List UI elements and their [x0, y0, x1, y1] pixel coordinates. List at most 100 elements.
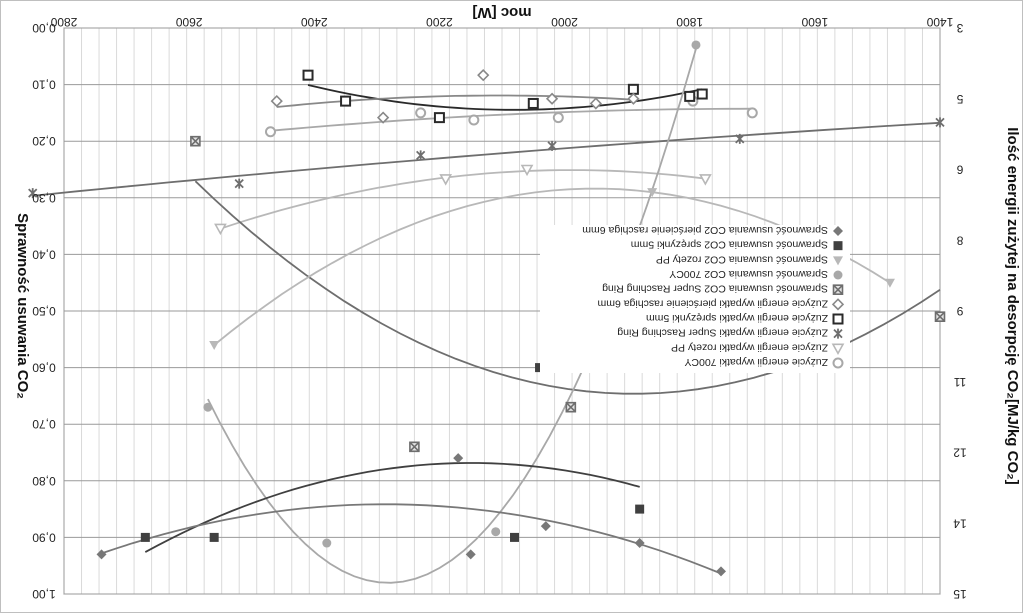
data-point — [547, 140, 557, 151]
legend-label: Sprawność usuwania CO2 pierścienie rasch… — [582, 224, 828, 236]
data-point — [270, 94, 283, 108]
y-tick-label-left: 0,60 — [32, 361, 56, 375]
legend-marker — [833, 328, 843, 339]
y-tick-label-right: 6 — [956, 163, 963, 177]
y-tick-label-right: 12 — [953, 446, 967, 460]
trend-line — [101, 503, 722, 575]
legend-label: Zużycie energii wypatki 700CY — [684, 356, 828, 368]
x-tick-label: 2600 — [175, 15, 202, 29]
y-tick-label-left: 0,20 — [32, 134, 56, 148]
data-point — [635, 504, 645, 514]
data-points — [28, 40, 946, 577]
y-tick-label-left: 0,00 — [32, 21, 56, 35]
data-point — [540, 521, 551, 532]
data-point — [545, 92, 559, 105]
legend-label: Zużycie energii wypatki pierścienie rasc… — [597, 297, 828, 309]
y-tick-label-right: 9 — [956, 304, 963, 318]
data-point — [468, 114, 480, 126]
y-tick-label-left: 1,00 — [32, 587, 56, 601]
legend-label: Sprawność usuwania CO2 700CY — [669, 268, 828, 280]
data-point — [535, 363, 545, 373]
trend-line — [213, 187, 891, 346]
legend-label: Sprawność usuwania CO2 spręzynki 5mm — [631, 239, 828, 251]
data-point — [696, 88, 708, 100]
data-point — [477, 69, 490, 82]
legend-marker — [833, 241, 843, 251]
data-point — [527, 97, 539, 109]
x-tick-label: 2200 — [426, 15, 453, 29]
x-axis-title: moc [W] — [472, 4, 531, 21]
data-point — [510, 532, 520, 542]
data-point — [96, 549, 107, 560]
data-point — [935, 117, 945, 128]
data-point — [565, 401, 577, 413]
y-tick-label-left: 0,80 — [32, 474, 56, 488]
y-tick-label-right: 5 — [956, 92, 963, 106]
data-point — [684, 90, 696, 102]
y-tick-label-left: 0,30 — [32, 191, 56, 205]
legend-label: Sprawność usuwania CO2 Super Rasching Ri… — [602, 283, 828, 295]
y-tick-label-left: 0,90 — [32, 530, 56, 544]
data-point — [627, 92, 640, 105]
data-point — [691, 40, 701, 50]
x-tick-label: 1400 — [926, 15, 953, 29]
data-point — [209, 532, 219, 542]
trend-line — [32, 121, 941, 197]
data-point — [491, 527, 501, 537]
legend: Zużycie energii wypatki 700CY Zużycie ene… — [540, 224, 850, 373]
data-point — [589, 97, 602, 110]
data-point — [264, 126, 276, 138]
data-point — [934, 311, 946, 322]
legend-marker — [833, 270, 843, 280]
x-tick-label: 1800 — [676, 15, 703, 29]
data-point — [552, 112, 564, 124]
y-tick-label-right: 14 — [953, 516, 967, 530]
legend-marker — [831, 298, 845, 311]
data-point — [647, 188, 658, 198]
y-tick-label-right: 8 — [956, 233, 963, 247]
legend-marker — [831, 343, 845, 355]
y-tick-label-left: 0,10 — [32, 78, 56, 92]
data-point — [433, 112, 445, 124]
legend-marker — [833, 256, 843, 266]
legend-marker — [833, 226, 843, 236]
legend-marker — [832, 313, 844, 325]
data-point — [627, 83, 639, 95]
trend-line — [270, 107, 753, 132]
data-point — [209, 340, 220, 350]
data-point — [439, 174, 453, 186]
legend-label: Sprawność usuwania CO2 rozety PP — [656, 253, 828, 265]
trend-line — [220, 169, 706, 230]
data-point — [698, 174, 712, 186]
legend-marker — [832, 284, 844, 295]
data-point — [234, 178, 244, 189]
data-point — [203, 402, 213, 412]
data-point — [140, 532, 150, 542]
y-tick-label-right: 3 — [956, 21, 963, 35]
legend-label: Zużycie energii wypatki Super Rasching R… — [617, 327, 828, 339]
x-tick-label: 2000 — [551, 15, 578, 29]
data-point — [376, 111, 390, 124]
y-tick-label-right: 15 — [953, 587, 967, 601]
data-point — [746, 107, 758, 119]
data-point — [190, 135, 201, 147]
y-tick-label-right: 11 — [953, 375, 966, 389]
data-point — [409, 441, 420, 453]
data-point — [322, 538, 332, 548]
x-tick-label: 2400 — [301, 15, 328, 29]
y-axis-right-title: Ilość energii zużytej na desorpcję CO₂[M… — [1004, 127, 1021, 485]
y-axis-left-title: Sprawność usuwania CO₂ — [14, 213, 31, 399]
data-point — [214, 223, 227, 236]
x-tick-label: 2800 — [50, 15, 77, 29]
legend-label: Zużycie energii wypatki spręzynki 5mm — [646, 312, 828, 324]
data-point — [716, 566, 726, 577]
data-point — [340, 95, 352, 107]
trend-line — [144, 462, 640, 553]
data-point — [735, 133, 745, 144]
legend-marker — [832, 357, 844, 369]
legend-box — [540, 225, 850, 373]
gridlines — [63, 27, 941, 595]
